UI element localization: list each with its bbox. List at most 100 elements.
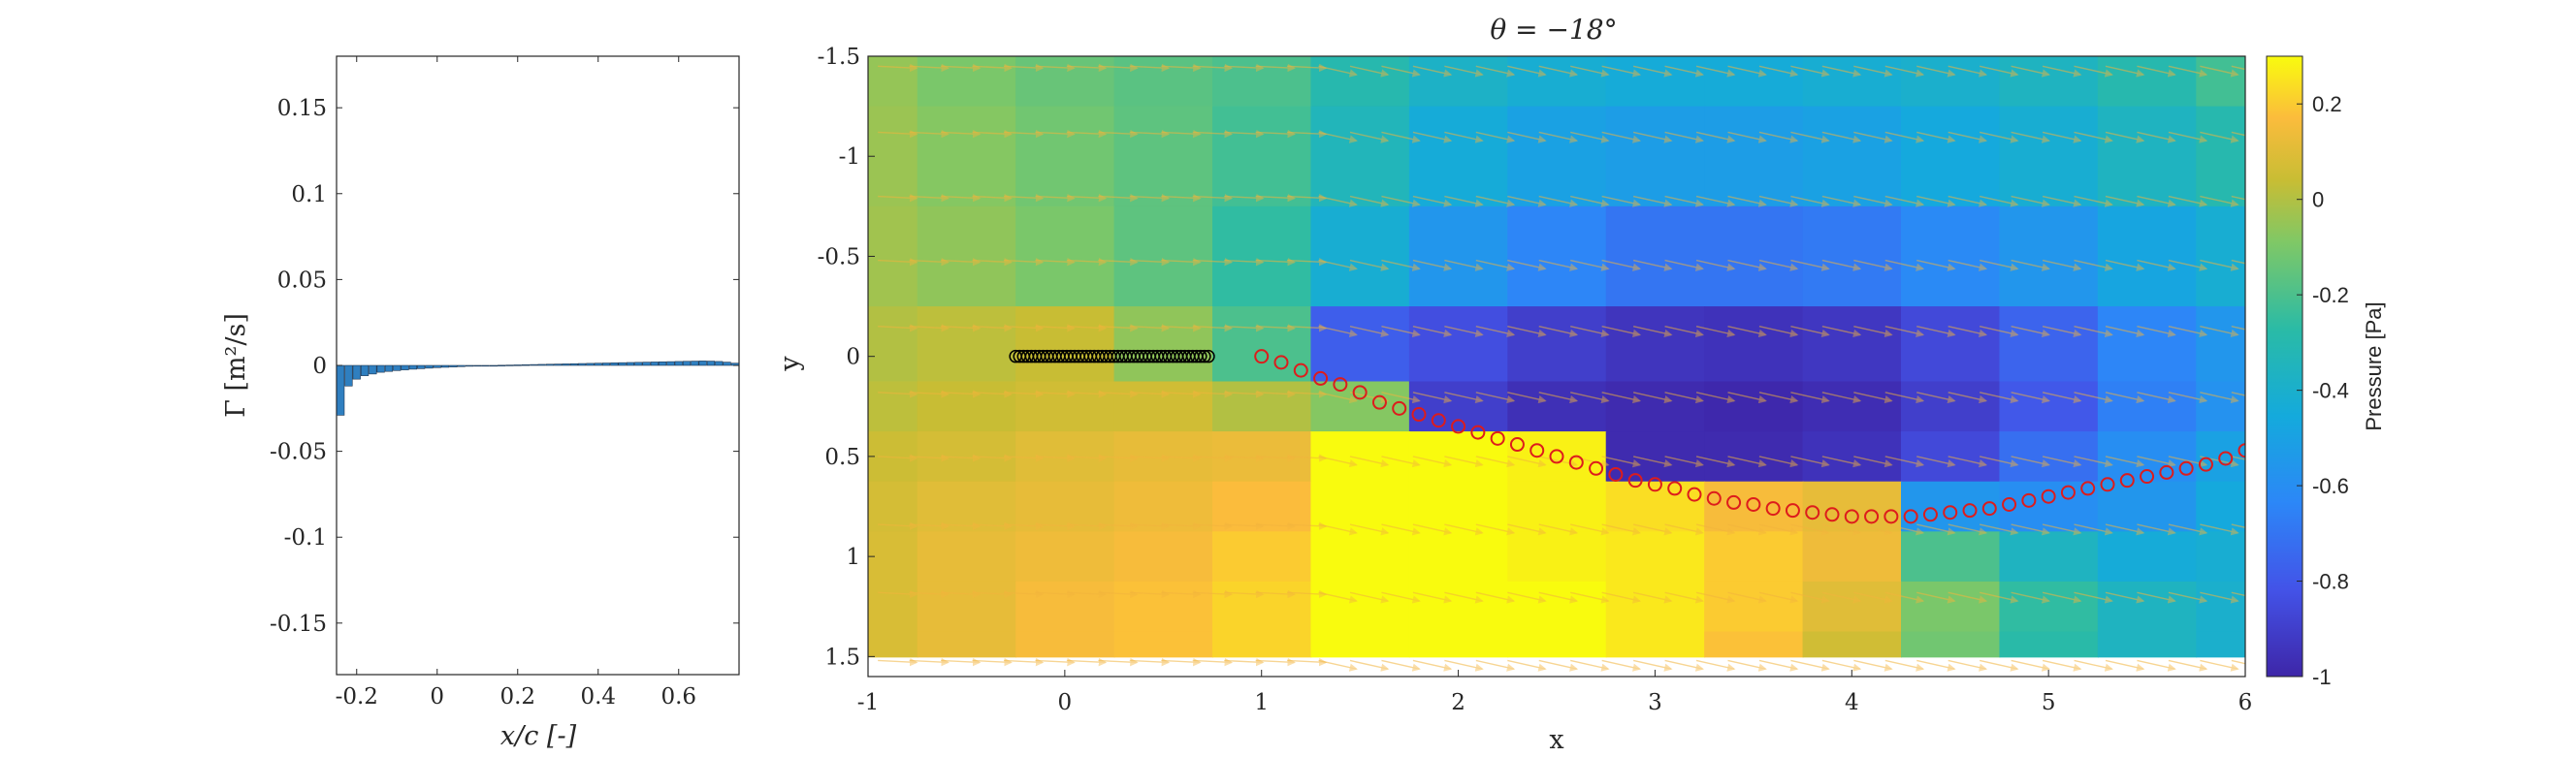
- pressure-cell: [1113, 106, 1213, 207]
- velocity-arrow: [1979, 259, 2019, 271]
- velocity-arrow: [1570, 523, 1610, 536]
- velocity-arrow: [1507, 392, 1547, 404]
- velocity-arrow: [1821, 259, 1862, 271]
- velocity-arrow: [878, 390, 918, 398]
- velocity-arrow: [1821, 195, 1862, 207]
- circulation-bar: [530, 363, 538, 366]
- velocity-arrow: [1853, 456, 1893, 468]
- velocity-arrow: [1381, 591, 1421, 604]
- velocity-arrow: [941, 390, 982, 398]
- circulation-bar: [634, 362, 643, 366]
- velocity-arrow: [1098, 390, 1139, 398]
- velocity-arrow: [1224, 129, 1265, 139]
- velocity-arrow: [1349, 195, 1390, 207]
- right-x-tick-label: 0: [1058, 690, 1073, 715]
- circulation-bar: [642, 362, 651, 366]
- pressure-cell: [2097, 56, 2198, 108]
- velocity-arrow: [1003, 258, 1045, 267]
- wake-vortex-point: [1864, 509, 1880, 524]
- velocity-arrow: [1790, 456, 1830, 468]
- wake-vortex-point: [1981, 501, 1997, 517]
- velocity-arrow: [972, 657, 1013, 667]
- velocity-arrow: [1790, 195, 1830, 207]
- wake-vortex-point: [1371, 394, 1387, 410]
- wake-vortex-point: [1687, 487, 1702, 502]
- velocity-arrow: [1192, 521, 1234, 530]
- velocity-arrow: [1948, 392, 1988, 404]
- pressure-cell: [1999, 631, 2099, 658]
- velocity-arrow: [878, 454, 918, 462]
- circulation-bar: [626, 362, 635, 366]
- circulation-bar: [691, 361, 699, 366]
- velocity-arrow: [1444, 591, 1484, 604]
- velocity-arrow: [878, 657, 918, 667]
- left-y-tick-label: 0.15: [277, 96, 327, 121]
- circulation-bar: [521, 363, 531, 366]
- velocity-arrow: [1003, 657, 1045, 667]
- pressure-cell: [1507, 205, 1607, 308]
- velocity-arrow: [1664, 523, 1704, 536]
- velocity-arrow: [1035, 193, 1076, 203]
- wake-vortex-point: [1608, 466, 1624, 482]
- velocity-arrow: [1695, 131, 1736, 143]
- pressure-cell: [1802, 531, 1902, 583]
- pressure-cell: [1901, 205, 2001, 308]
- velocity-arrow: [2074, 326, 2113, 338]
- velocity-arrow: [2137, 131, 2176, 143]
- pressure-cell: [1113, 631, 1213, 658]
- velocity-arrow: [1821, 456, 1862, 468]
- airfoil-panel-point: [1202, 349, 1215, 363]
- velocity-arrow: [1003, 129, 1045, 139]
- velocity-arrow: [972, 129, 1013, 139]
- velocity-arrow: [2105, 326, 2145, 338]
- velocity-arrow: [1884, 392, 1925, 404]
- velocity-arrow: [1287, 521, 1328, 530]
- velocity-arrow: [1192, 63, 1234, 73]
- velocity-arrow: [1318, 326, 1358, 338]
- velocity-arrow: [1192, 193, 1234, 203]
- velocity-arrow: [1066, 657, 1108, 667]
- right-x-ticks: -1 0 1 2 3 4 5 6: [857, 670, 2252, 715]
- pressure-cell: [1310, 205, 1410, 308]
- velocity-arrow: [2074, 259, 2113, 271]
- velocity-arrow: [2137, 65, 2176, 78]
- pressure-cell: [1999, 381, 2099, 433]
- velocity-arrow: [2137, 659, 2176, 672]
- velocity-arrow: [1349, 659, 1390, 672]
- wake-vortex-point: [1313, 370, 1329, 386]
- velocity-arrow: [1287, 129, 1328, 139]
- velocity-arrow: [1695, 195, 1736, 207]
- velocity-arrow: [1758, 456, 1799, 468]
- velocity-arrow: [2042, 65, 2082, 78]
- velocity-arrow: [1161, 324, 1202, 332]
- wake-vortex-point: [2198, 457, 2213, 472]
- velocity-arrow: [1475, 326, 1516, 338]
- pressure-cell: [1901, 581, 2001, 633]
- velocity-arrow: [1979, 392, 2019, 404]
- velocity-arrow: [1507, 456, 1547, 468]
- velocity-arrow: [1916, 65, 1956, 78]
- velocity-arrow: [1507, 131, 1547, 143]
- velocity-arrow: [1349, 65, 1390, 78]
- pressure-cell: [1310, 581, 1410, 633]
- velocity-arrow: [2105, 65, 2145, 78]
- right-x-label: x: [1549, 725, 1563, 755]
- velocity-arrow: [2200, 523, 2239, 536]
- right-axes-box: [867, 55, 2246, 678]
- wake-vortex-point: [1509, 437, 1525, 453]
- velocity-arrow: [1507, 591, 1547, 604]
- wake-vortex-point: [1667, 481, 1683, 496]
- wake-vortex-point: [1962, 503, 1978, 519]
- velocity-arrow: [1853, 131, 1893, 143]
- circulation-bar: [425, 364, 434, 369]
- velocity-arrow: [1979, 131, 2019, 143]
- velocity-arrow: [1758, 259, 1799, 271]
- velocity-arrow: [1412, 326, 1453, 338]
- velocity-arrow: [2231, 65, 2245, 71]
- velocity-arrow: [1349, 326, 1390, 338]
- wake-vortex-point: [1785, 503, 1800, 519]
- velocity-arrow: [909, 589, 950, 599]
- velocity-arrow: [2200, 326, 2239, 338]
- velocity-arrow: [1695, 659, 1736, 672]
- pressure-cell: [1999, 205, 2099, 308]
